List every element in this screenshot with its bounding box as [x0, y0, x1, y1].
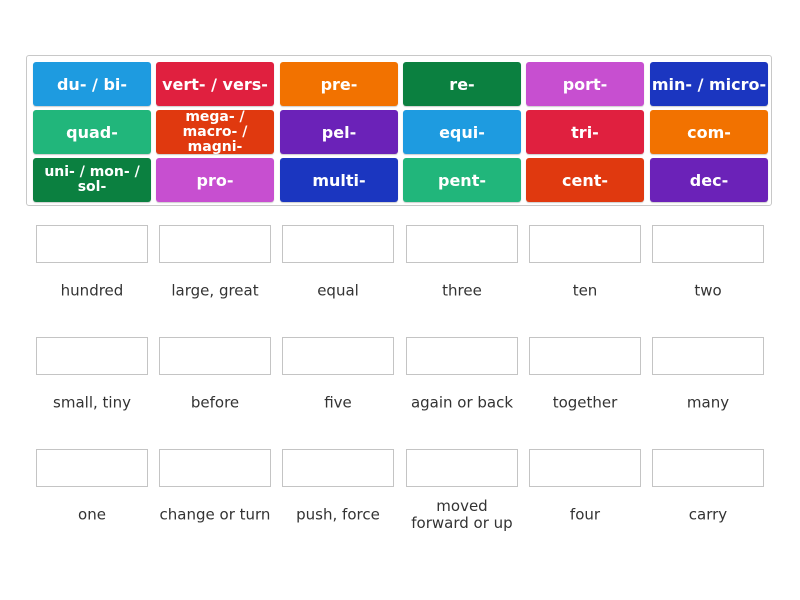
meaning-label: equal [317, 281, 359, 300]
drop-slot[interactable] [406, 449, 518, 487]
drop-slot[interactable] [652, 337, 764, 375]
drop-slot[interactable] [36, 337, 148, 375]
drop-slot[interactable] [652, 225, 764, 263]
meaning-label: five [324, 393, 352, 412]
prefix-tile[interactable]: port- [526, 62, 644, 106]
prefix-tile[interactable]: pro- [156, 158, 274, 202]
prefix-tile[interactable]: cent- [526, 158, 644, 202]
meaning-label: small, tiny [53, 393, 131, 412]
meaning-label: one [78, 505, 106, 524]
prefix-tile[interactable]: vert- / vers- [156, 62, 274, 106]
drop-slot[interactable] [652, 449, 764, 487]
drop-slot[interactable] [529, 337, 641, 375]
meaning-label: many [686, 393, 730, 412]
meaning-label: hundred [60, 281, 124, 300]
drop-slot[interactable] [529, 225, 641, 263]
answer-bank [26, 55, 772, 206]
drop-slot[interactable] [36, 449, 148, 487]
meaning-label: push, force [296, 505, 380, 524]
prefix-tile[interactable]: mega- / macro- / magni- [156, 109, 274, 154]
drop-slot[interactable] [159, 449, 271, 487]
prefix-tile[interactable]: quad- [33, 110, 151, 154]
meaning-label: again or back [410, 393, 514, 412]
drop-slot[interactable] [159, 337, 271, 375]
drop-slot[interactable] [529, 449, 641, 487]
meaning-label: two [694, 281, 722, 300]
meaning-label: change or turn [159, 505, 271, 524]
meaning-label: together [552, 393, 618, 412]
prefix-tile[interactable]: equi- [403, 110, 521, 154]
drop-slot[interactable] [406, 337, 518, 375]
drop-slot[interactable] [36, 225, 148, 263]
meaning-label: four [569, 505, 601, 524]
meaning-label: carry [688, 505, 728, 524]
prefix-tile[interactable]: com- [650, 110, 768, 154]
meaning-label: before [190, 393, 240, 412]
prefix-tile[interactable]: min- / micro- [650, 62, 768, 106]
prefix-tile[interactable]: du- / bi- [33, 62, 151, 106]
prefix-tile[interactable]: pent- [403, 158, 521, 202]
prefix-tile[interactable]: tri- [526, 110, 644, 154]
drop-slot[interactable] [406, 225, 518, 263]
prefix-tile[interactable]: re- [403, 62, 521, 106]
prefix-tile[interactable]: dec- [650, 158, 768, 202]
meaning-label: three [442, 281, 482, 300]
meaning-label: moved forward or up [411, 497, 513, 532]
drop-slot[interactable] [282, 449, 394, 487]
drop-slot[interactable] [282, 225, 394, 263]
prefix-tile[interactable]: pel- [280, 110, 398, 154]
meaning-label: ten [572, 281, 598, 300]
prefix-tile[interactable]: pre- [280, 62, 398, 106]
prefix-tile[interactable]: uni- / mon- / sol- [33, 158, 151, 202]
prefix-tile[interactable]: multi- [280, 158, 398, 202]
meaning-label: large, great [171, 281, 259, 300]
drop-slot[interactable] [159, 225, 271, 263]
drop-slot[interactable] [282, 337, 394, 375]
